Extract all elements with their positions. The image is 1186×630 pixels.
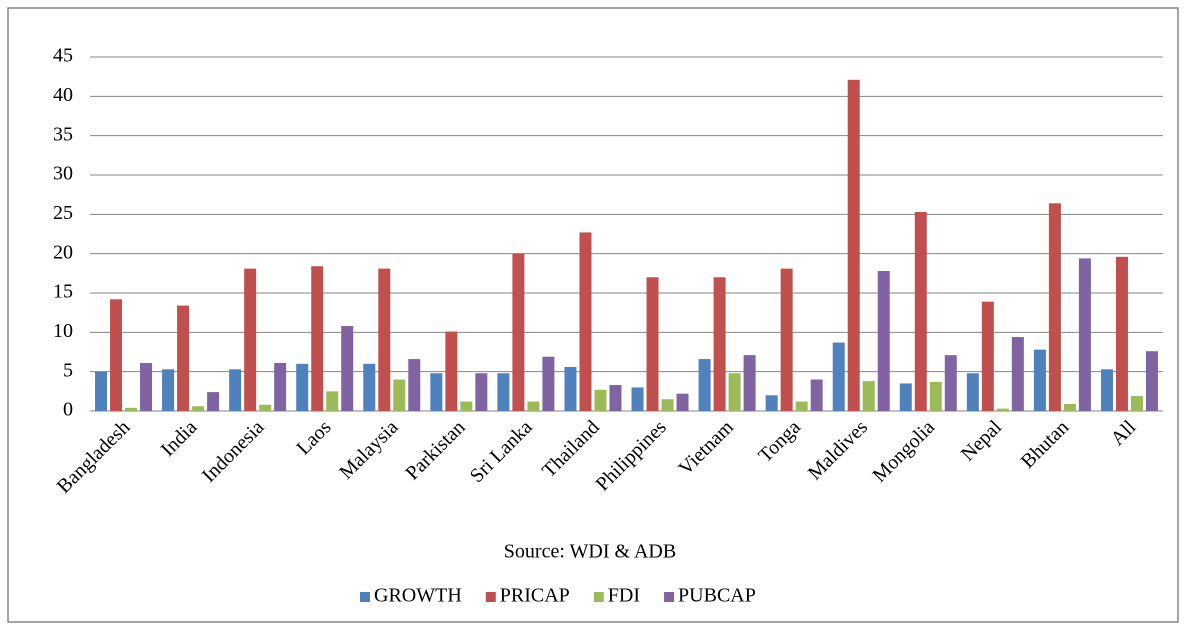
bar xyxy=(847,79,860,412)
bar xyxy=(207,392,220,411)
bar xyxy=(564,366,577,411)
legend-swatch xyxy=(485,592,496,602)
bar xyxy=(162,369,175,411)
bar xyxy=(393,379,406,411)
bar xyxy=(259,404,272,411)
bar xyxy=(445,331,458,411)
y-tick-label: 15 xyxy=(53,281,73,303)
bar xyxy=(713,277,726,411)
legend-label: PRICAP xyxy=(500,585,570,607)
bar xyxy=(1033,349,1046,411)
y-tick-label: 40 xyxy=(53,84,73,106)
bar xyxy=(244,268,257,411)
bar xyxy=(363,363,376,411)
bar xyxy=(862,381,875,411)
bar xyxy=(378,268,391,411)
bar xyxy=(795,401,808,411)
bar xyxy=(1130,396,1143,411)
bar xyxy=(326,391,339,411)
bar xyxy=(296,363,309,411)
bar xyxy=(229,369,242,411)
y-tick-label: 10 xyxy=(53,320,73,342)
bar xyxy=(110,299,123,411)
bar xyxy=(728,373,741,411)
bar xyxy=(944,355,957,411)
bar xyxy=(780,268,793,411)
legend-swatch xyxy=(664,592,675,602)
bar xyxy=(743,355,756,411)
bar xyxy=(579,232,592,411)
x-axis-label: Source: WDI & ADB xyxy=(504,541,676,563)
bar xyxy=(981,301,994,411)
bar xyxy=(609,385,622,411)
bar xyxy=(1078,258,1091,411)
bar xyxy=(1011,337,1024,411)
legend-label: GROWTH xyxy=(374,585,462,607)
legend-swatch xyxy=(360,592,370,602)
legend-label: FDI xyxy=(608,585,640,607)
bar xyxy=(125,407,138,411)
bar xyxy=(832,342,845,411)
bar xyxy=(408,359,421,411)
bar xyxy=(966,373,979,411)
bar xyxy=(341,326,354,411)
y-tick-label: 5 xyxy=(63,359,73,381)
bar xyxy=(646,277,659,411)
bar xyxy=(914,211,927,411)
bar xyxy=(676,393,689,411)
bar xyxy=(311,266,324,411)
legend-swatch xyxy=(593,592,604,602)
y-tick-label: 0 xyxy=(63,399,73,421)
y-tick-label: 45 xyxy=(53,45,73,67)
bar xyxy=(192,406,205,411)
bar xyxy=(95,371,108,411)
legend-label: PUBCAP xyxy=(678,585,756,607)
bar xyxy=(274,363,287,411)
bar xyxy=(765,395,778,411)
bar xyxy=(810,379,823,411)
bar xyxy=(594,389,607,411)
bar xyxy=(460,401,473,411)
bar xyxy=(497,373,510,411)
bar xyxy=(542,356,555,411)
bar xyxy=(512,253,525,411)
bar xyxy=(430,373,443,411)
y-tick-label: 25 xyxy=(53,202,73,224)
y-tick-label: 20 xyxy=(53,241,73,263)
y-tick-label: 35 xyxy=(53,123,73,145)
bar xyxy=(1100,369,1113,411)
bar xyxy=(1145,351,1158,411)
bar xyxy=(631,387,644,411)
bar xyxy=(899,383,912,411)
bar xyxy=(1115,256,1128,411)
bar xyxy=(877,270,890,411)
bar xyxy=(661,399,674,411)
bar xyxy=(527,401,540,411)
bar xyxy=(929,381,942,411)
y-tick-label: 30 xyxy=(53,163,73,185)
bar xyxy=(698,359,711,411)
bar xyxy=(140,363,153,411)
bar xyxy=(475,373,488,411)
bar xyxy=(1048,203,1061,411)
bar xyxy=(1063,403,1076,411)
bar xyxy=(177,305,190,411)
bar xyxy=(996,408,1009,411)
